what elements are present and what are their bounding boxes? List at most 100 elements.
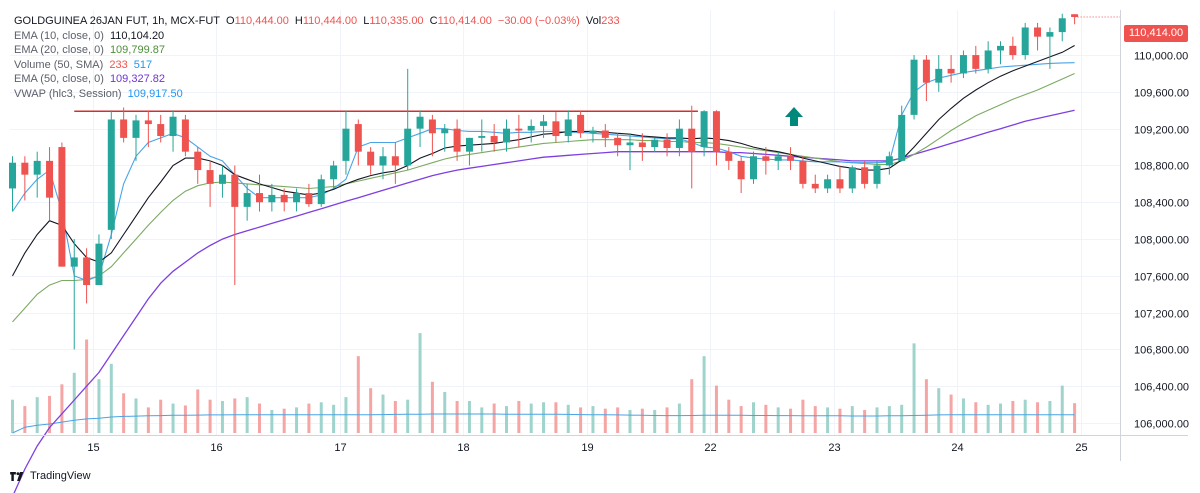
candle xyxy=(1021,22,1029,60)
candle xyxy=(589,126,597,143)
volume-bar xyxy=(1023,399,1027,433)
candle xyxy=(330,160,338,189)
volume-bar xyxy=(690,379,694,433)
volume-bar xyxy=(665,407,669,433)
volume-bar xyxy=(122,393,126,433)
candle xyxy=(70,239,78,350)
volume-bar xyxy=(628,409,632,433)
volume-bar xyxy=(159,399,163,433)
volume-bar xyxy=(912,343,916,433)
candle xyxy=(848,165,856,194)
volume-bar xyxy=(813,406,817,433)
candle xyxy=(712,110,720,166)
legend-vwap[interactable]: VWAP (hlc3, Session) 109,917.50 xyxy=(14,87,183,100)
candle xyxy=(577,110,585,138)
volume-bar xyxy=(72,372,76,433)
time-tick-label: 19 xyxy=(581,442,593,454)
volume-bar xyxy=(702,356,706,433)
volume-bar xyxy=(961,398,965,433)
candle xyxy=(984,41,992,74)
volume-bar xyxy=(776,407,780,433)
candle xyxy=(688,105,696,189)
volume-bar xyxy=(295,407,299,433)
volume-bar xyxy=(566,404,570,433)
volume-bar xyxy=(653,409,657,433)
legend-ema20[interactable]: EMA (20, close, 0) 109,799.87 xyxy=(14,44,165,57)
legend-volume[interactable]: Volume (50, SMA) 233 517 xyxy=(14,58,153,71)
legend-ema50[interactable]: EMA (50, close, 0) 109,327.82 xyxy=(14,73,165,86)
candle xyxy=(181,114,189,157)
volume-bar xyxy=(171,403,175,433)
candle xyxy=(997,41,1004,65)
volume-bar xyxy=(640,408,644,433)
legend-ema10[interactable]: EMA (10, close, 0) 110,104.20 xyxy=(14,29,165,42)
time-tick-label: 23 xyxy=(828,442,840,454)
candle xyxy=(293,188,301,212)
time-tick-label: 17 xyxy=(334,442,346,454)
tradingview-branding[interactable]: TradingView xyxy=(10,470,91,482)
candle xyxy=(218,165,226,198)
grid-lines xyxy=(10,10,1120,435)
volume-bar xyxy=(974,402,978,433)
candle xyxy=(33,151,41,198)
candle xyxy=(317,174,325,207)
candle xyxy=(354,119,362,166)
time-axis[interactable]: 15 16 17 18 19 22 23 24 25 xyxy=(87,442,1087,454)
candle xyxy=(305,183,313,207)
volume-bar xyxy=(739,406,743,433)
volume-bar xyxy=(801,399,805,433)
volume-bar xyxy=(11,399,14,433)
volume-bar xyxy=(492,403,496,433)
volume-bar xyxy=(406,399,410,433)
ohlc-close: C110,414.00 xyxy=(429,15,492,27)
candle xyxy=(503,119,510,152)
time-tick-label: 15 xyxy=(87,442,99,454)
candle xyxy=(21,156,29,201)
symbol-title[interactable]: GOLDGUINEA 26JAN FUT, 1h, MCX-FUT xyxy=(14,15,220,27)
candle xyxy=(391,142,399,184)
volume-bar xyxy=(937,388,941,433)
candle xyxy=(824,174,832,194)
volume-bar xyxy=(480,407,484,433)
volume-bar xyxy=(875,407,879,433)
candle xyxy=(972,45,980,74)
volume-bar xyxy=(924,379,928,433)
volume-bar xyxy=(863,409,867,433)
volume-bar xyxy=(764,404,768,433)
candle xyxy=(169,110,177,152)
price-axis[interactable]: 110,000.00 109,600.00 109,200.00 108,800.00… xyxy=(1134,51,1189,431)
candle xyxy=(898,105,906,161)
price-tick-label: 106,400.00 xyxy=(1134,382,1189,394)
candle xyxy=(638,133,646,161)
ema50-line xyxy=(13,109,1075,493)
candle xyxy=(959,50,967,79)
volume-bar xyxy=(505,406,508,433)
candle xyxy=(663,133,671,157)
candle xyxy=(1058,13,1066,42)
tradingview-logo-icon xyxy=(10,471,24,481)
last-price-badge: 110,414.00 xyxy=(1124,25,1188,42)
volume-bar xyxy=(887,406,891,433)
volume-bar xyxy=(986,404,990,433)
volume-bar xyxy=(60,384,64,433)
candle xyxy=(441,124,449,152)
candle xyxy=(144,110,152,148)
volume-bar xyxy=(999,403,1002,433)
price-tick-label: 107,600.00 xyxy=(1134,272,1189,284)
ohlc-low: L110,335.00 xyxy=(363,15,424,27)
candlesticks xyxy=(9,13,1079,350)
tradingview-label: TradingView xyxy=(30,470,91,482)
up-arrow-icon[interactable] xyxy=(785,107,803,126)
candle xyxy=(737,156,745,194)
candle xyxy=(762,147,770,175)
candle xyxy=(490,124,498,152)
volume-bar xyxy=(455,400,459,433)
price-change: −30.00 (−0.03%) xyxy=(497,15,580,27)
candle xyxy=(1034,22,1042,51)
volume-bar xyxy=(183,405,187,433)
volume-bar xyxy=(714,385,718,433)
candle xyxy=(367,147,375,175)
candle xyxy=(552,112,560,143)
candle xyxy=(750,151,757,184)
